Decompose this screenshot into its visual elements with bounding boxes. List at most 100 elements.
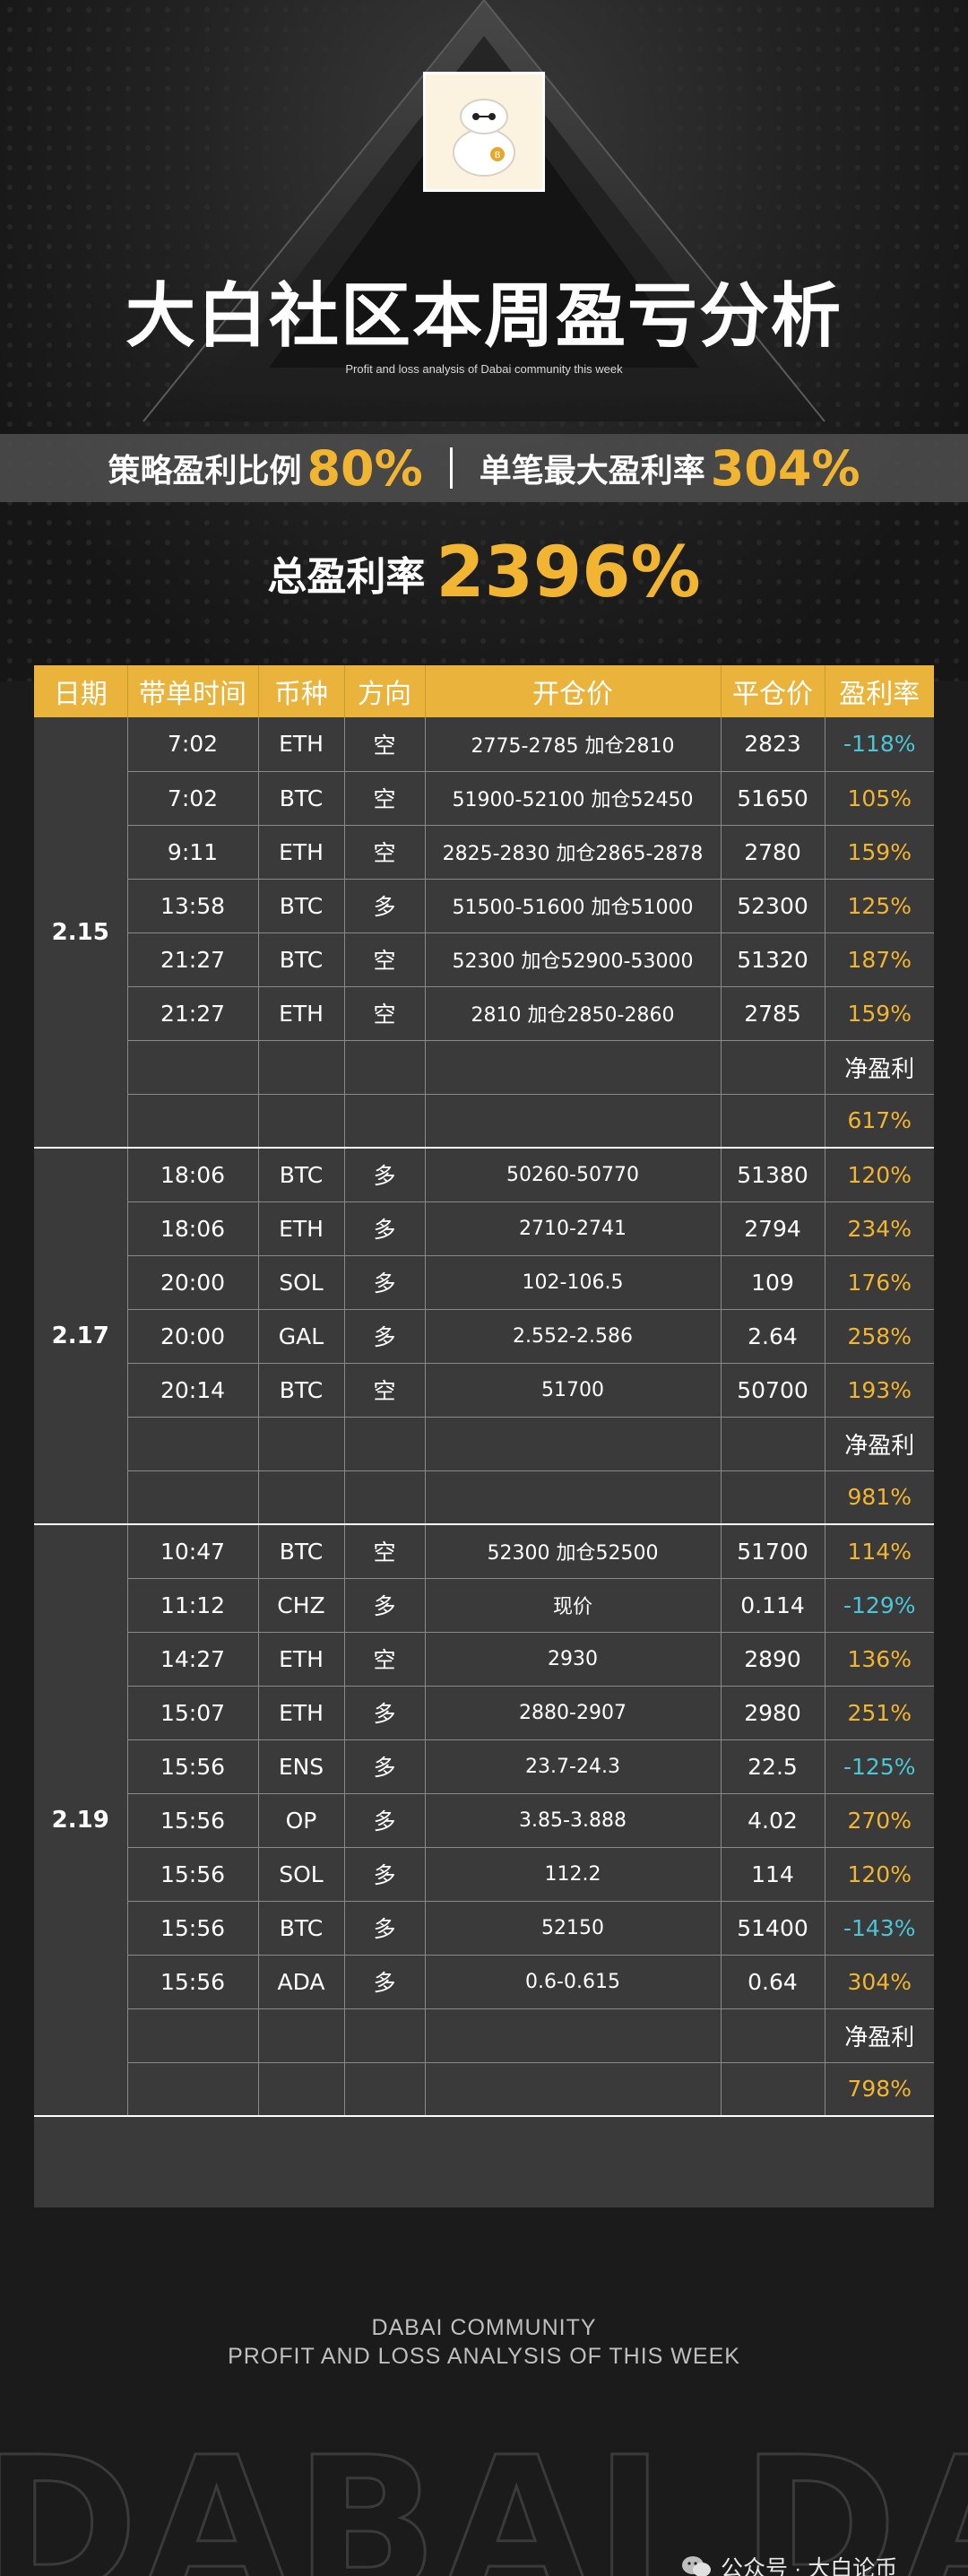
- table-row: 2.17 18:06 BTC 多 50260-50770 51380 120%: [34, 1148, 934, 1525]
- close-price-cell: 50700: [721, 1363, 825, 1418]
- open-price-cell: 23.7-24.3: [425, 1739, 722, 1794]
- profit-rate-cell: 159%: [825, 986, 934, 1041]
- empty-cell: [127, 2008, 259, 2063]
- direction-cell: 空: [344, 1524, 426, 1579]
- table-row: 15:56 OP 多 3.85-3.888 4.02 270%: [34, 1793, 934, 1848]
- empty-cell: [258, 2062, 345, 2117]
- col-header-open-price: 开仓价: [425, 665, 722, 717]
- close-price-cell: 4.02: [721, 1793, 825, 1848]
- empty-cell: [721, 1094, 825, 1149]
- empty-cell: [127, 1470, 259, 1525]
- direction-cell: 空: [344, 717, 426, 772]
- table-row: 9:11 ETH 空 2825-2830 加仓2865-2878 2780 159%: [34, 825, 934, 880]
- profit-rate-cell: 187%: [825, 932, 934, 987]
- open-price-cell: 2775-2785 加仓2810: [425, 717, 722, 772]
- profit-rate-cell: 176%: [825, 1255, 934, 1310]
- close-price-cell: 51700: [721, 1524, 825, 1579]
- coin-cell: SOL: [258, 1847, 345, 1902]
- logo: B: [423, 72, 545, 192]
- max-rate-value: 304%: [710, 439, 860, 497]
- profit-rate-cell: 234%: [825, 1201, 934, 1256]
- direction-cell: 空: [344, 825, 426, 880]
- close-price-cell: 2890: [721, 1632, 825, 1687]
- profit-rate-cell: 193%: [825, 1363, 934, 1418]
- profit-rate-cell: 136%: [825, 1632, 934, 1687]
- open-price-cell: 112.2: [425, 1847, 722, 1902]
- net-profit-value: 981%: [825, 1470, 934, 1525]
- empty-cell: [425, 1417, 722, 1471]
- coin-cell: BTC: [258, 1524, 345, 1579]
- open-price-cell: 2880-2907: [425, 1686, 722, 1740]
- net-profit-value: 798%: [825, 2062, 934, 2117]
- open-price-cell: 2930: [425, 1632, 722, 1687]
- close-price-cell: 0.114: [721, 1578, 825, 1633]
- direction-cell: 空: [344, 986, 426, 1041]
- empty-cell: [127, 1417, 259, 1471]
- empty-cell: [258, 1094, 345, 1149]
- col-header-coin: 币种: [258, 665, 345, 717]
- close-price-cell: 51400: [721, 1901, 825, 1956]
- table-row: 20:00 SOL 多 102-106.5 109 176%: [34, 1255, 934, 1310]
- net-profit-label-row: 净盈利: [34, 2008, 934, 2063]
- time-cell: 15:56: [127, 1739, 259, 1794]
- open-price-cell: 0.6-0.615: [425, 1955, 722, 2009]
- coin-cell: BTC: [258, 771, 345, 826]
- direction-cell: 空: [344, 1632, 426, 1687]
- empty-cell: [344, 1417, 426, 1471]
- profit-rate-cell: 258%: [825, 1309, 934, 1364]
- open-price-cell: 102-106.5: [425, 1255, 722, 1310]
- wechat-account-tag[interactable]: 公众号 · 大白论币: [681, 2554, 897, 2576]
- coin-cell: ETH: [258, 1201, 345, 1256]
- time-cell: 20:14: [127, 1363, 259, 1418]
- stats-divider: [449, 447, 453, 489]
- empty-cell: [258, 1417, 345, 1471]
- profit-rate-cell: 251%: [825, 1686, 934, 1740]
- time-cell: 7:02: [127, 717, 259, 772]
- time-cell: 13:58: [127, 879, 259, 933]
- empty-cell: [344, 1470, 426, 1525]
- table-row: 15:56 ENS 多 23.7-24.3 22.5 -125%: [34, 1739, 934, 1794]
- close-price-cell: 114: [721, 1847, 825, 1902]
- table-row: 2.19 10:47 BTC 空 52300 加仓52500 51700 114%: [34, 1524, 934, 2117]
- open-price-cell: 52300 加仓52500: [425, 1524, 722, 1579]
- table-header: 日期 带单时间 币种 方向 开仓价 平仓价 盈利率: [34, 665, 934, 717]
- open-price-cell: 51900-52100 加仓52450: [425, 771, 722, 826]
- direction-cell: 多: [344, 1201, 426, 1256]
- col-header-close-price: 平仓价: [721, 665, 825, 717]
- direction-cell: 空: [344, 771, 426, 826]
- empty-cell: [721, 1417, 825, 1471]
- empty-cell: [344, 2008, 426, 2063]
- wechat-icon: [682, 2556, 711, 2576]
- wechat-account-name: 公众号 · 大白论币: [721, 2556, 898, 2576]
- table-row: 13:58 BTC 多 51500-51600 加仓51000 52300 125%: [34, 879, 934, 933]
- open-price-cell: 2710-2741: [425, 1201, 722, 1256]
- profit-rate-cell: 125%: [825, 879, 934, 933]
- strategy-ratio-value: 80%: [307, 439, 423, 497]
- time-cell: 20:00: [127, 1309, 259, 1364]
- profit-rate-cell: 120%: [825, 1847, 934, 1902]
- direction-cell: 多: [344, 1686, 426, 1740]
- profit-rate-cell: 270%: [825, 1793, 934, 1848]
- coin-cell: ETH: [258, 1686, 345, 1740]
- empty-cell: [258, 1470, 345, 1525]
- close-price-cell: 0.64: [721, 1955, 825, 2009]
- time-cell: 11:12: [127, 1578, 259, 1633]
- open-price-cell: 50260-50770: [425, 1148, 722, 1202]
- profit-rate-cell: -118%: [825, 717, 934, 772]
- footer-watermark: DABAI DABAI: [0, 2421, 968, 2576]
- time-cell: 18:06: [127, 1201, 259, 1256]
- direction-cell: 多: [344, 1309, 426, 1364]
- open-price-cell: 现价: [425, 1578, 722, 1633]
- profit-rate-cell: 114%: [825, 1524, 934, 1579]
- empty-cell: [127, 1040, 259, 1095]
- empty-cell: [258, 1040, 345, 1095]
- net-profit-label-row: 净盈利: [34, 1417, 934, 1471]
- coin-cell: BTC: [258, 1901, 345, 1956]
- date-cell: 2.15: [34, 717, 128, 1149]
- stats-bar: 策略盈利比例 80% 单笔最大盈利率 304%: [0, 434, 968, 502]
- direction-cell: 多: [344, 1955, 426, 2009]
- baymax-mascot-icon: B: [453, 99, 515, 177]
- coin-cell: ETH: [258, 717, 345, 772]
- profit-rate-cell: 159%: [825, 825, 934, 880]
